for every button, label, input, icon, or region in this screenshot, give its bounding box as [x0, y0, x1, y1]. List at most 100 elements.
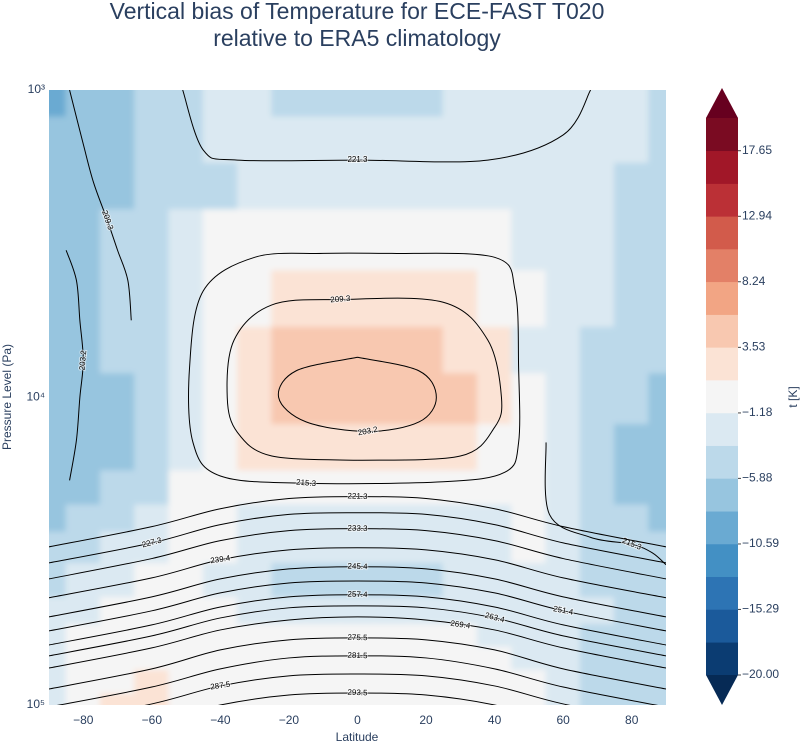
field-cell: [65, 90, 101, 118]
field-cell: [442, 373, 478, 426]
field-cell: [49, 209, 67, 272]
colorbar-tick-label: −15.29: [742, 602, 779, 616]
field-cell: [134, 270, 170, 328]
field-cell: [545, 693, 581, 705]
colorbar-over: [706, 88, 738, 118]
field-cell: [374, 209, 410, 272]
x-tick-label: 20: [419, 713, 433, 727]
field-cell: [65, 373, 101, 426]
field-cell: [134, 90, 170, 118]
field-cell: [476, 470, 513, 506]
field-cell: [545, 373, 581, 426]
field-cell: [614, 162, 650, 211]
field-cell: [374, 562, 410, 599]
colorbar-bin: [706, 150, 738, 184]
field-cell: [99, 624, 136, 648]
field-cell: [168, 162, 204, 211]
contour-line: [544, 442, 666, 566]
field-cell: [339, 326, 376, 375]
contour-line: [49, 512, 666, 564]
contour-label: 269.4: [450, 619, 472, 631]
field-cell: [511, 531, 547, 564]
field-cell: [168, 424, 204, 472]
field-cell: [49, 504, 67, 533]
field-cell: [442, 162, 478, 211]
colorbar-title: t [K]: [786, 386, 800, 407]
field-cell: [237, 162, 273, 211]
field-cell: [614, 116, 650, 164]
field-cell: [442, 562, 478, 599]
field-cell: [614, 90, 650, 118]
field-cell: [65, 270, 101, 328]
field-cell: [648, 116, 666, 164]
field-cell: [339, 470, 376, 506]
field-cell: [579, 326, 616, 375]
field-cell: [134, 693, 170, 705]
field-cell: [134, 326, 170, 375]
field-cell: [65, 693, 101, 705]
colorbar-under: [706, 675, 738, 705]
field-cell: [237, 373, 273, 426]
field-cell: [339, 624, 376, 648]
x-tick-label: −20: [279, 713, 300, 727]
field-cell: [168, 209, 204, 272]
x-tick-label: −60: [142, 713, 163, 727]
field-cell: [545, 209, 581, 272]
contour-line: [69, 90, 132, 321]
field-cell: [202, 162, 239, 211]
contour-line: [144, 673, 571, 705]
field-cell: [545, 424, 581, 472]
field-cell: [168, 646, 204, 671]
field-cell: [271, 209, 307, 272]
field-cell: [511, 162, 547, 211]
contour-line: [49, 496, 666, 548]
field-cell: [99, 162, 136, 211]
contour-line: [49, 528, 666, 580]
field-cell: [271, 669, 307, 695]
field-cell: [511, 373, 547, 426]
field-cell: [614, 470, 650, 506]
field-cell: [545, 669, 581, 695]
field-cell: [476, 162, 513, 211]
field-cell: [614, 624, 650, 648]
field-cell: [271, 531, 307, 564]
field-cell: [579, 624, 616, 648]
field-cell: [648, 90, 666, 118]
field-cell: [168, 90, 204, 118]
field-cell: [305, 470, 341, 506]
colorbar-bin: [706, 543, 738, 577]
field-cell: [374, 326, 410, 375]
contour-label: 245.4: [347, 561, 368, 571]
field-cell: [442, 470, 478, 506]
field-cell: [476, 693, 513, 705]
contour-label: 239.4: [210, 553, 232, 565]
field-cell: [134, 209, 170, 272]
field-cell: [374, 597, 410, 626]
field-cell: [442, 646, 478, 671]
field-cell: [49, 116, 67, 164]
field-cell: [168, 597, 204, 626]
field-cell: [202, 693, 239, 705]
field-cell: [408, 424, 444, 472]
field-cell: [374, 470, 410, 506]
y-axis-title: Pressure Level (Pa): [0, 344, 14, 450]
field-cell: [442, 209, 478, 272]
contour-line: [182, 90, 592, 163]
colorbar-bin: [706, 216, 738, 250]
field-cell: [579, 116, 616, 164]
field-cell: [305, 373, 341, 426]
field-cell: [271, 424, 307, 472]
field-cell: [305, 116, 341, 164]
field-cell: [271, 504, 307, 533]
field-cell: [648, 504, 666, 533]
field-cell: [202, 624, 239, 648]
field-cell: [374, 90, 410, 118]
colorbar-tick-label: −5.88: [742, 471, 773, 485]
field-cell: [237, 326, 273, 375]
field-cell: [614, 326, 650, 375]
field-cell: [305, 669, 341, 695]
contour-label: 221.3: [347, 491, 368, 501]
field-area: [49, 90, 666, 705]
field-cell: [442, 116, 478, 164]
field-cell: [614, 270, 650, 328]
